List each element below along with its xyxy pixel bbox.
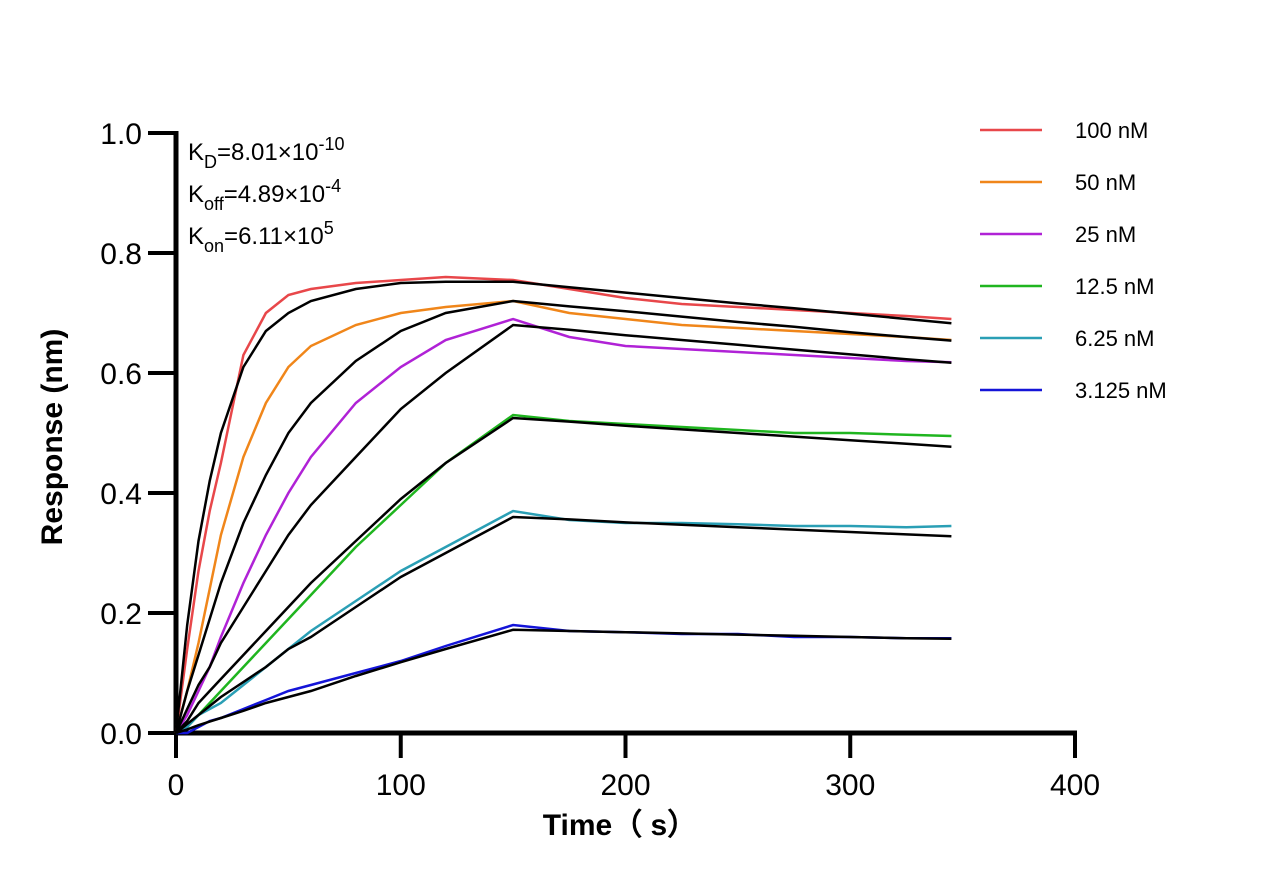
fit-line <box>175 628 952 735</box>
legend-label: 6.25 nM <box>1075 326 1155 351</box>
annotation-text: =6.11×10 <box>224 223 324 250</box>
data-line <box>176 623 952 735</box>
data-line <box>174 299 952 734</box>
annotation-base: K <box>188 181 204 208</box>
x-tick-label: 400 <box>1050 769 1100 802</box>
annotation-sup: 5 <box>324 218 334 238</box>
legend-label: 50 nM <box>1075 170 1136 195</box>
annotation-sub: off <box>204 194 225 214</box>
annotation-sub: D <box>204 152 217 172</box>
y-tick-label: 1.0 <box>100 118 142 151</box>
annotation: Koff=4.89×10-4 <box>188 176 341 214</box>
y-tick-label: 0.2 <box>100 598 142 631</box>
legend-label: 25 nM <box>1075 222 1136 247</box>
x-tick-label: 200 <box>600 769 650 802</box>
x-tick-label: 100 <box>376 769 426 802</box>
annotation: Kon=6.11×105 <box>188 218 334 256</box>
fit-line <box>174 280 952 734</box>
fit-line <box>175 515 952 734</box>
fit-line <box>174 323 952 734</box>
fit-line <box>175 416 952 734</box>
x-axis-label: Time（ s） <box>543 808 698 842</box>
legend-label: 12.5 nM <box>1075 274 1155 299</box>
annotation-base: K <box>188 139 204 166</box>
data-line <box>175 413 952 735</box>
y-tick-label: 0.0 <box>100 718 142 751</box>
legend-label: 100 nM <box>1075 118 1148 143</box>
y-tick-label: 0.6 <box>100 358 142 391</box>
y-tick-label: 0.4 <box>100 478 142 511</box>
annotation-text: =8.01×10 <box>217 139 318 166</box>
x-tick-label: 0 <box>168 769 185 802</box>
annotation-sup: -10 <box>318 134 344 154</box>
data-line <box>175 509 952 735</box>
annotation-base: K <box>188 223 204 250</box>
annotation: KD=8.01×10-10 <box>188 134 344 172</box>
y-axis-label: Response (nm) <box>36 329 69 546</box>
y-tick-label: 0.8 <box>100 238 142 271</box>
x-tick-label: 300 <box>825 769 875 802</box>
fit-line <box>174 299 952 734</box>
annotation-sup: -4 <box>325 176 341 196</box>
legend-label: 3.125 nM <box>1075 378 1167 403</box>
data-line <box>174 275 952 734</box>
annotation-sub: on <box>204 236 224 256</box>
annotation-text: =4.89×10 <box>224 181 325 208</box>
